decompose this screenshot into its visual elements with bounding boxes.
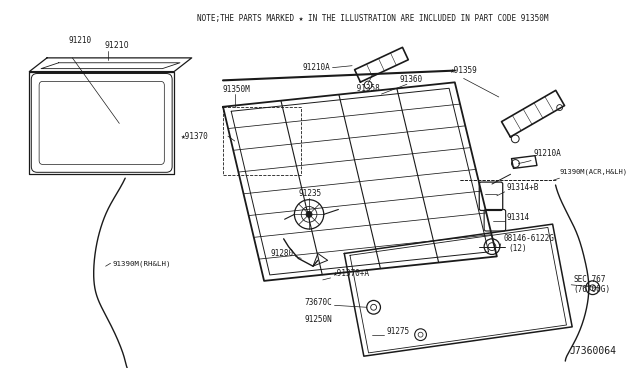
Text: NOTE;THE PARTS MARKED ★ IN THE ILLUSTRATION ARE INCLUDED IN PART CODE 91350M: NOTE;THE PARTS MARKED ★ IN THE ILLUSTRAT… — [196, 14, 548, 23]
Text: 91235: 91235 — [298, 189, 321, 198]
Circle shape — [306, 211, 312, 217]
Text: ★91370: ★91370 — [180, 132, 209, 141]
Text: 91250N: 91250N — [305, 314, 333, 324]
Text: 91314: 91314 — [507, 213, 530, 222]
Text: (76700G): (76700G) — [573, 285, 610, 294]
Text: 91275: 91275 — [387, 327, 410, 336]
Text: 91210A: 91210A — [533, 149, 561, 158]
Text: 91280: 91280 — [270, 249, 293, 258]
Text: ★91359: ★91359 — [450, 65, 477, 74]
Text: 91314+B: 91314+B — [507, 183, 539, 192]
Text: 08146-6122G: 08146-6122G — [504, 234, 555, 243]
Text: 91350M: 91350M — [223, 85, 251, 94]
Text: (12): (12) — [509, 244, 527, 253]
Text: SEC.767: SEC.767 — [573, 275, 605, 285]
Text: 91210: 91210 — [105, 41, 129, 50]
Text: 91210: 91210 — [68, 36, 92, 45]
Text: 91210A: 91210A — [303, 63, 331, 72]
Text: 91390M(ACR,H&LH): 91390M(ACR,H&LH) — [559, 169, 627, 175]
Text: 91390M(RH&LH): 91390M(RH&LH) — [113, 260, 171, 266]
Text: 91360: 91360 — [399, 75, 422, 84]
Text: J7360064: J7360064 — [570, 346, 616, 356]
Text: ★91370+A: ★91370+A — [333, 269, 369, 278]
Text: 73670C: 73670C — [305, 298, 333, 307]
Text: 91358: 91358 — [352, 84, 380, 93]
